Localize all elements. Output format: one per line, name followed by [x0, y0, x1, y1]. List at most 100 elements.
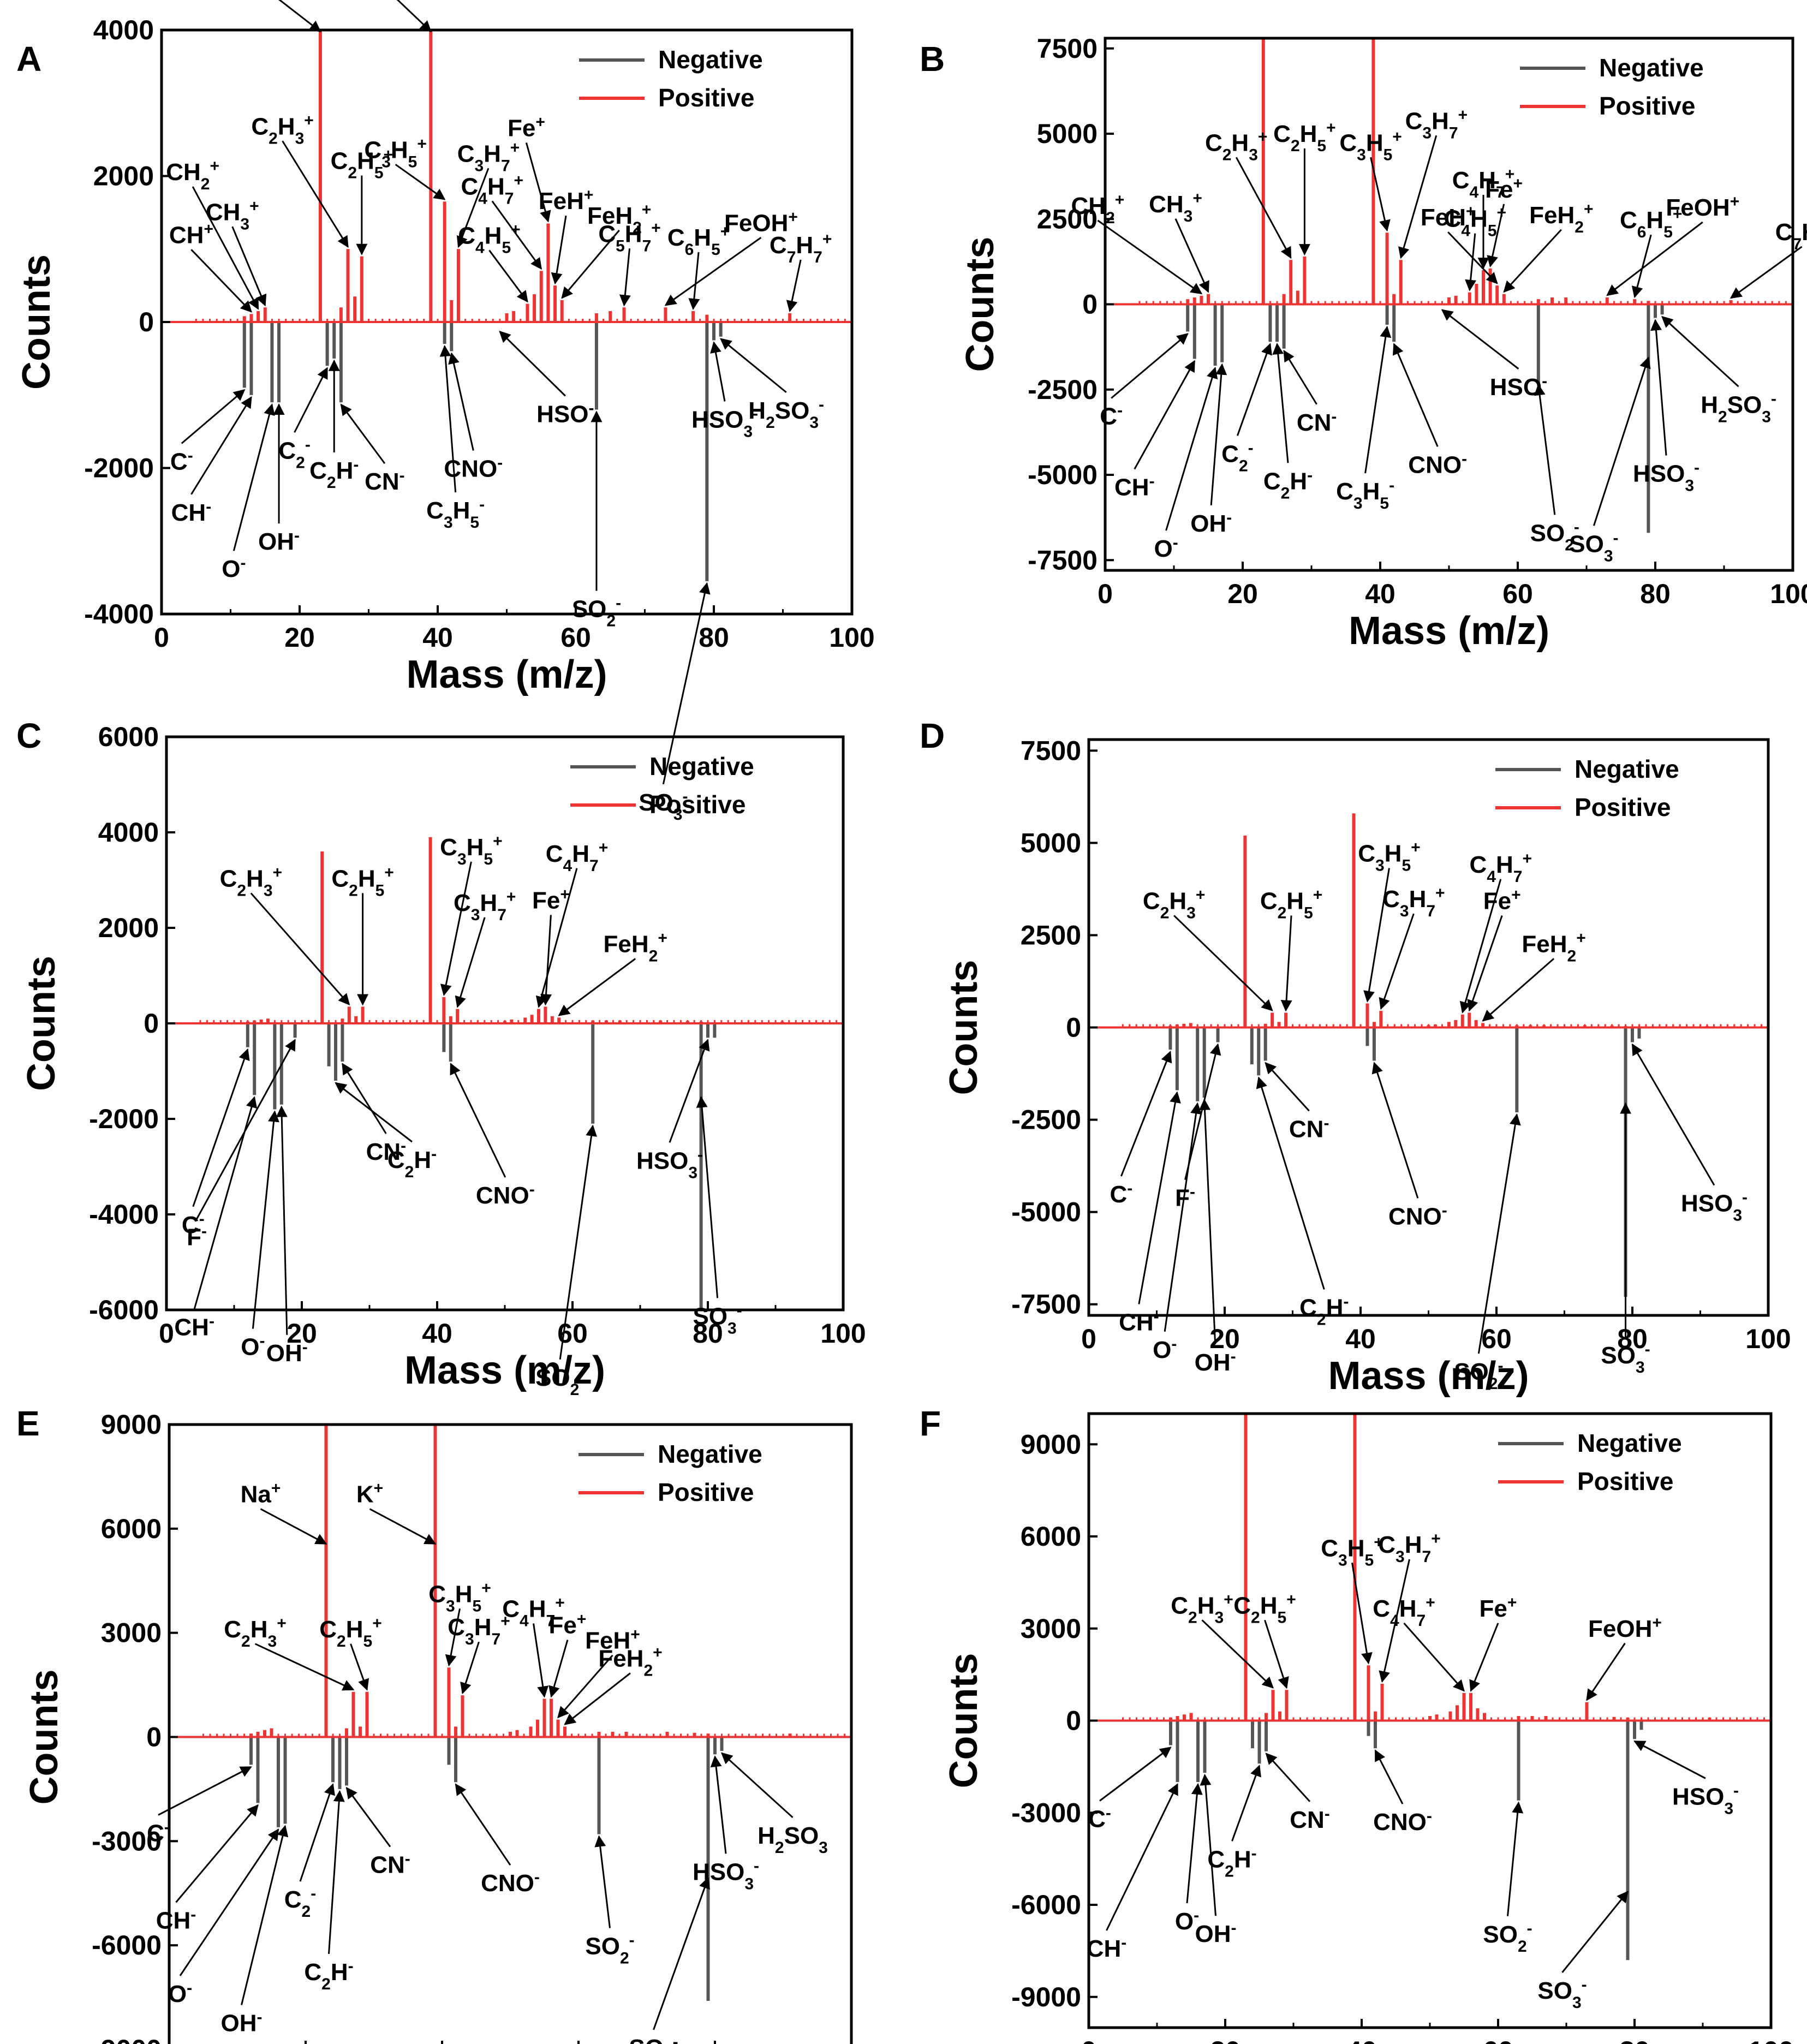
legend-label-positive: Positive	[1599, 92, 1695, 120]
annotation-arrow	[1264, 1619, 1289, 1689]
y-axis-title: Counts	[958, 237, 1002, 372]
annotation-arrow	[548, 1640, 569, 1698]
ion-label: HSO-	[536, 399, 594, 428]
x-tick-label: 100	[1748, 2036, 1793, 2044]
series-negative	[1168, 1027, 1641, 1297]
annotation-arrow	[456, 168, 490, 248]
ion-label: SO3-	[639, 787, 688, 823]
x-tick-label: 40	[1345, 1324, 1376, 1354]
ion-label: C4H7+	[461, 171, 523, 207]
annotation-arrow	[299, 1783, 335, 1882]
ion-label: OH-	[1195, 1919, 1237, 1948]
y-axis-title: Counts	[22, 1670, 66, 1805]
ion-label: C3H5-	[1336, 476, 1394, 513]
panel-letter: F	[920, 1404, 941, 1443]
series-negative	[1169, 1720, 1643, 1960]
annotation-arrow	[1256, 1076, 1325, 1290]
x-tick-label: 20	[284, 622, 315, 653]
ion-label: HSO3-	[636, 1146, 703, 1182]
ion-label: O-	[222, 554, 246, 583]
ion-label: C3H5+	[1358, 838, 1420, 874]
ion-label: Fe+	[1480, 1593, 1517, 1622]
ion-label: C3H7+	[448, 1612, 510, 1648]
panel-letter: D	[920, 716, 945, 755]
chart-panel-a: A 0 20 40 60 80 100 -4000 -2000 0 2000 4000 Mass (m/…	[15, 0, 875, 823]
ion-label: Na+	[241, 1479, 281, 1508]
ion-label: FeH2+	[604, 929, 667, 965]
annotation-arrow	[282, 140, 349, 248]
ion-label: CH3+	[206, 197, 259, 233]
annotation-arrow	[786, 259, 802, 313]
legend-label-positive: Positive	[649, 790, 746, 819]
ion-label: C2H3+	[1171, 1590, 1233, 1626]
annotation-arrow	[525, 142, 551, 223]
ion-label: SO3-	[1569, 529, 1618, 565]
ion-label: O-	[168, 1979, 192, 2007]
x-axis-title: Mass (m/z)	[1349, 609, 1549, 653]
annotation-arrow	[1236, 343, 1272, 436]
ion-label: C-	[170, 446, 193, 475]
y-tick-label: -6000	[92, 1930, 162, 1960]
y-tick-label: 5000	[1037, 118, 1098, 149]
annotation-arrow	[1730, 246, 1803, 299]
annotation-arrow	[1099, 1747, 1172, 1802]
x-tick-label: 80	[699, 622, 729, 653]
annotation-arrow	[294, 367, 328, 433]
y-axis-title: Counts	[15, 254, 58, 390]
x-tick-label: 100	[1745, 1324, 1791, 1354]
annotation-arrow	[669, 1039, 710, 1143]
ion-label: CN-	[1289, 1114, 1329, 1142]
legend-label-negative: Negative	[658, 45, 763, 74]
annotation-arrow	[1173, 915, 1273, 1011]
annotation-arrow	[231, 226, 267, 307]
series-positive	[1169, 1414, 1711, 1721]
ion-label: C4H7+	[1373, 1593, 1435, 1629]
ion-label: C3H5+	[440, 832, 502, 868]
ion-label: H2SO3-	[1701, 390, 1776, 426]
ion-label: HSO3-	[691, 404, 758, 440]
annotation-arrow	[1593, 356, 1651, 526]
annotation-arrow	[1231, 1765, 1261, 1842]
y-tick-label: 6000	[1021, 1521, 1081, 1552]
annotation-arrow	[1469, 1623, 1499, 1692]
ion-label: C2H-	[309, 455, 359, 491]
y-tick-label: 0	[139, 307, 154, 337]
annotation-arrow	[1272, 343, 1289, 463]
annotation-arrow	[491, 200, 542, 270]
y-tick-label: -2000	[89, 1104, 159, 1134]
annotation-arrow	[193, 1096, 258, 1309]
annotation-arrow	[1371, 1062, 1419, 1199]
x-tick-label: 60	[1481, 1324, 1512, 1354]
annotation-arrow	[158, 1766, 252, 1816]
annotation-arrow	[445, 1608, 461, 1667]
ion-label: SO2-	[1454, 1357, 1503, 1393]
y-tick-label: 2000	[93, 161, 154, 192]
annotation-arrow	[1210, 363, 1227, 505]
annotation-arrow	[533, 1623, 549, 1698]
annotation-arrow	[276, 1105, 288, 1335]
ion-label: CH-	[1119, 1307, 1159, 1336]
ion-label: Fe+	[508, 113, 545, 142]
annotation-arrow	[448, 352, 474, 451]
x-tick-label: 0	[159, 1318, 174, 1349]
series-negative	[242, 322, 723, 581]
y-tick-label: 0	[146, 1722, 162, 1753]
annotation-arrow	[1503, 229, 1562, 293]
y-tick-label: -4000	[89, 1199, 159, 1230]
annotation-arrow	[439, 345, 457, 493]
panel-letter: E	[16, 1404, 40, 1443]
ion-label: CH-	[1114, 472, 1155, 501]
annotation-arrow	[499, 330, 566, 397]
ion-label: CNO-	[1408, 450, 1467, 479]
ion-label: FeOH+	[1666, 193, 1739, 222]
annotation-arrow	[1561, 1891, 1629, 1973]
annotation-arrow	[1283, 349, 1317, 405]
annotation-arrow	[1633, 1740, 1706, 1779]
annotation-arrow	[1138, 1091, 1181, 1304]
ion-label: C2H5+	[331, 146, 393, 182]
ion-label: C3H7+	[457, 139, 520, 175]
y-tick-label: 2000	[98, 913, 159, 943]
annotation-arrow	[232, 403, 275, 551]
ion-label: FeH2+	[1529, 200, 1593, 236]
ion-label: C2H3+	[220, 863, 282, 899]
